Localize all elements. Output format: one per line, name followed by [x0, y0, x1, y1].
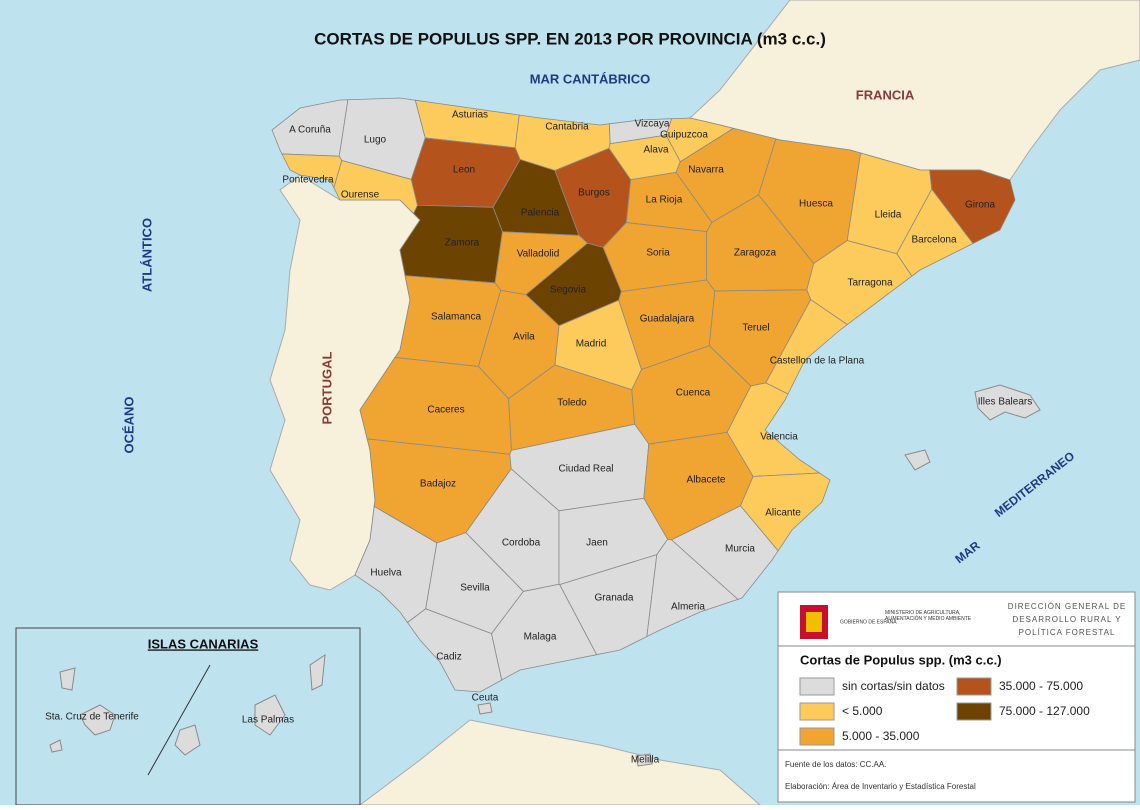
province-label: Salamanca: [431, 312, 481, 323]
province-label: Asturias: [452, 110, 488, 121]
province: [406, 608, 503, 693]
title: CORTAS DE POPULUS SPP. EN 2013 POR PROVI…: [314, 29, 826, 48]
island: [477, 702, 493, 715]
province-label: Valencia: [760, 432, 798, 443]
author: Elaboración: Área de Inventario y Estadí…: [785, 782, 976, 791]
country-label: FRANCIA: [856, 87, 915, 102]
legend-label: 75.000 - 127.000: [999, 704, 1090, 718]
legend-swatch: [799, 727, 835, 746]
island-label: Illes Balears: [978, 397, 1032, 408]
province-label: Granada: [595, 593, 634, 604]
legend-label: sin cortas/sin datos: [842, 679, 945, 693]
sea-label: ATLÁNTICO: [139, 218, 154, 292]
province-label: Ourense: [341, 190, 380, 201]
province-label: Navarra: [688, 165, 724, 176]
province-label: Alicante: [765, 508, 801, 519]
province-label: Sevilla: [460, 583, 490, 594]
province: [740, 472, 831, 552]
province-label: Madrid: [576, 339, 607, 350]
direccion: DIRECCIÓN GENERAL DE: [1008, 602, 1126, 611]
province-label: Valladolid: [517, 249, 560, 260]
island: [974, 384, 1041, 421]
province-label: Alava: [643, 145, 668, 156]
province: [646, 538, 739, 638]
island: [174, 724, 201, 756]
island-label: Las Palmas: [242, 715, 294, 726]
province-label: Caceres: [427, 405, 464, 416]
island-label: Ceuta: [472, 693, 499, 704]
africa: [358, 719, 762, 806]
direccion: POLÍTICA FORESTAL: [1019, 628, 1116, 637]
province: [491, 583, 598, 681]
province-label: Toledo: [557, 398, 587, 409]
province-label: Lleida: [875, 210, 902, 221]
province-label: Jaen: [586, 538, 608, 549]
province-label: Badajoz: [420, 479, 456, 490]
ministerio-box: MINISTERIO DE AGRICULTURA, ALIMENTACIÓN …: [885, 610, 972, 622]
legend-box: [777, 591, 1136, 803]
ministerio: MINISTERIO DE AGRICULTURA, ALIMENTACIÓN …: [885, 610, 972, 622]
province-label: Girona: [965, 200, 995, 211]
island: [904, 449, 931, 471]
island: [79, 704, 116, 736]
island: [49, 739, 63, 753]
province-label: Guipuzcoa: [660, 130, 708, 141]
province-label: Segovia: [550, 285, 587, 296]
inset-divider: [147, 664, 211, 776]
island-label: Sta. Cruz de Tenerife: [45, 712, 139, 723]
island: [635, 753, 653, 767]
province-label: Zamora: [445, 238, 480, 249]
sea-label: OCÉANO: [121, 396, 136, 453]
province-label: Malaga: [524, 632, 557, 643]
province-label: Vizcaya: [635, 119, 670, 130]
province-label: Cuenca: [676, 388, 711, 399]
province-label: Huelva: [370, 568, 402, 579]
legend-swatch: [799, 702, 835, 721]
province-label: Palencia: [521, 208, 560, 219]
province-label: Soria: [646, 248, 670, 259]
province-label: Almeria: [671, 602, 705, 613]
source: Fuente de los datos: CC.AA.: [785, 760, 886, 769]
logo: [806, 612, 822, 632]
legend-swatch: [799, 677, 835, 696]
province-label: La Rioja: [646, 195, 683, 206]
province-label: A Coruña: [289, 125, 331, 136]
province-label: Zaragoza: [734, 248, 777, 259]
province-label: Huesca: [799, 199, 833, 210]
province-label: Avila: [513, 332, 535, 343]
province-label: Lugo: [364, 135, 387, 146]
province-label: Tarragona: [847, 278, 892, 289]
country-label: PORTUGAL: [319, 351, 334, 424]
province-label: Teruel: [742, 323, 769, 334]
gobierno: GOBIERNO DE ESPAÑA: [840, 618, 897, 625]
province-label: Murcia: [725, 544, 755, 555]
legend-label: 35.000 - 75.000: [999, 679, 1083, 693]
island-label: Melilla: [631, 755, 660, 766]
province-label: Barcelona: [911, 235, 956, 246]
province-label: Ciudad Real: [558, 464, 613, 475]
island: [59, 667, 76, 691]
sea-label: MAR CANTÁBRICO: [530, 71, 651, 86]
legend-title: Cortas de Populus spp. (m3 c.c.): [800, 652, 1002, 667]
island: [309, 653, 326, 691]
province-label: Cordoba: [502, 538, 541, 549]
direccion: DESARROLLO RURAL Y: [1012, 615, 1121, 624]
legend-swatch: [956, 702, 992, 721]
province-label: Cantabria: [545, 122, 589, 133]
province-label: Pontevedra: [282, 175, 334, 186]
province: [281, 153, 343, 189]
province-label: Guadalajara: [640, 314, 695, 325]
legend-label: < 5.000: [842, 704, 883, 718]
legend-swatch: [956, 677, 992, 696]
province-label: Cadiz: [436, 652, 462, 663]
inset-title: ISLAS CANARIAS: [148, 636, 259, 651]
island: [254, 694, 286, 736]
legend-label: 5.000 - 35.000: [842, 729, 920, 743]
province-label: Leon: [453, 165, 475, 176]
province-label: Castellon de la Plana: [770, 356, 865, 367]
province-label: Albacete: [687, 475, 726, 486]
province-label: Burgos: [578, 188, 610, 199]
